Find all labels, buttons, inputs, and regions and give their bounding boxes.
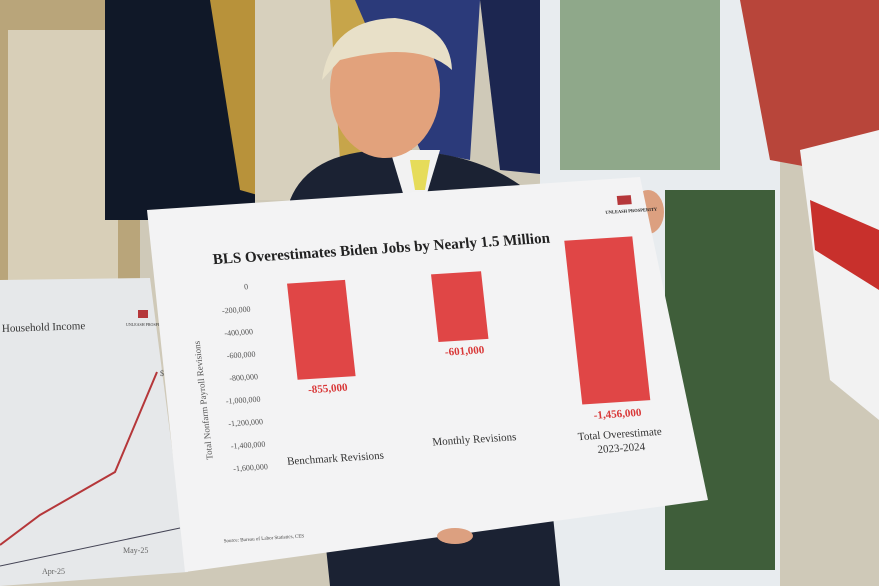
left-poster-logo: UNLEASH PROSPERITY	[126, 322, 170, 327]
y-tick-label: -400,000	[224, 327, 254, 338]
left-poster-line	[0, 371, 158, 546]
category-label: Monthly Revisions	[432, 431, 517, 448]
y-tick-label: -600,000	[226, 350, 256, 361]
y-tick-label: -800,000	[229, 372, 259, 383]
hair	[322, 18, 452, 80]
seal-flag-band	[810, 200, 879, 290]
bar	[431, 271, 489, 343]
logo-text: UNLEASH PROSPERITY	[605, 207, 658, 215]
y-tick-label: 0	[244, 282, 249, 291]
framed-document	[8, 30, 118, 285]
bar	[287, 279, 356, 380]
hand	[437, 528, 473, 544]
y-tick-label: -1,600,000	[233, 462, 269, 473]
bar	[564, 236, 651, 405]
left-poster-logo-icon	[138, 310, 148, 318]
y-tick-label: -1,000,000	[225, 395, 261, 406]
left-poster-xtick: May-25	[123, 546, 148, 555]
category-label: Total Overestimate	[577, 426, 662, 443]
tie	[410, 160, 430, 190]
source-note: Source: Bureau of Labor Statistics, CES	[224, 534, 305, 544]
category-label: 2023-2024	[597, 441, 646, 456]
left-poster: Household Income UNLEASH PROSPERITY $1 A…	[0, 278, 188, 586]
left-poster-title: Household Income	[2, 320, 86, 335]
bar-value-label: -855,000	[307, 382, 348, 397]
window-pane-foliage	[665, 190, 775, 570]
left-poster-value: $1	[160, 369, 168, 378]
flag-streamers	[740, 0, 879, 180]
window-pane	[560, 0, 720, 170]
y-tick-label: -1,400,000	[230, 440, 266, 451]
bar-value-label: -601,000	[444, 344, 485, 359]
left-poster-xtick: Apr-25	[42, 567, 65, 576]
left-poster-axis	[0, 527, 181, 567]
logo-flag-icon	[616, 195, 632, 206]
main-poster	[147, 177, 708, 572]
y-tick-label: -1,200,000	[228, 417, 264, 428]
seal-flag	[800, 130, 879, 420]
bar-value-label: -1,456,000	[593, 407, 642, 422]
y-tick-label: -200,000	[221, 305, 251, 316]
